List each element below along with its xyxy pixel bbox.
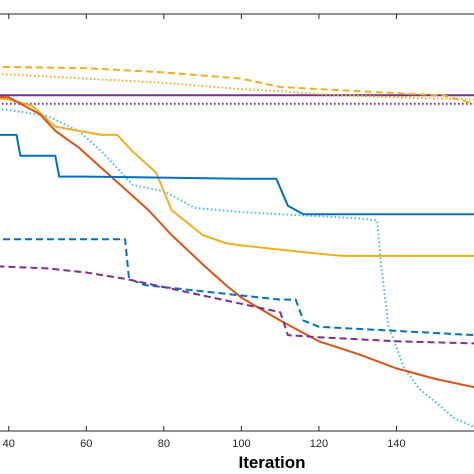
plot-lines (0, 65, 474, 428)
series-line-10 (0, 265, 474, 345)
plot-frame (0, 13, 474, 432)
x-tick-label: 120 (310, 438, 328, 450)
series-line-4 (0, 73, 474, 101)
series-line-6 (0, 97, 474, 257)
series-line-8 (0, 133, 474, 216)
series-line-3 (0, 65, 474, 105)
x-axis-ticks: 40 60 80 100 120 140 (3, 14, 406, 450)
x-tick-label: 100 (232, 438, 250, 450)
x-tick-label: 60 (80, 438, 92, 450)
series-line-9 (0, 238, 474, 337)
series-line-7 (0, 95, 474, 389)
x-axis-title: Iteration (238, 453, 305, 472)
x-tick-label: 80 (158, 438, 170, 450)
x-tick-label: 140 (387, 438, 405, 450)
x-tick-label: 40 (3, 438, 15, 450)
